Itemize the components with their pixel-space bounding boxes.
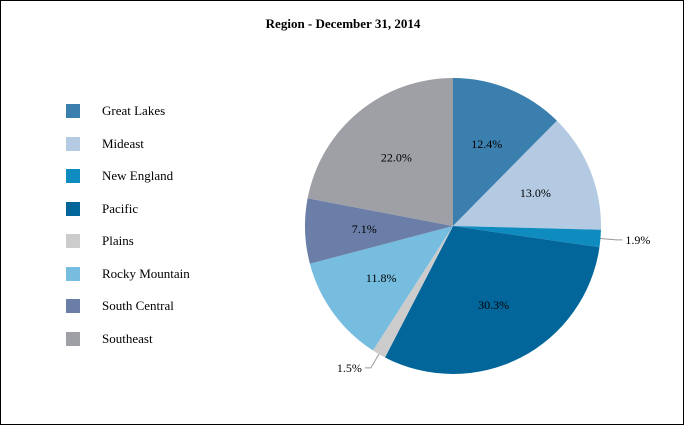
- pie-slice-southeast: [307, 77, 453, 226]
- legend-label-southeast: Southeast: [102, 330, 153, 346]
- legend-label-pacific: Pacific: [102, 200, 139, 216]
- legend-label-great-lakes: Great Lakes: [102, 103, 166, 118]
- chart-title: Region - December 31, 2014: [265, 16, 421, 31]
- legend-label-plains: Plains: [102, 233, 134, 248]
- legend-label-south-central: South Central: [102, 298, 174, 313]
- legend-label-new-england: New England: [102, 168, 174, 183]
- slice-label-southeast: 22.0%: [381, 151, 412, 165]
- slice-label-great-lakes: 12.4%: [471, 137, 502, 151]
- legend-swatch-southeast: [66, 331, 80, 346]
- slice-label-mideast: 13.0%: [520, 186, 551, 200]
- slice-label-plains: 1.5%: [337, 361, 362, 375]
- legend-swatch-south-central: [66, 299, 80, 313]
- pie-slice-mideast: [453, 120, 601, 230]
- pie-slice-great-lakes: [453, 78, 557, 226]
- legend-label-mideast: Mideast: [102, 135, 144, 151]
- slice-label-pacific: 30.3%: [478, 298, 509, 312]
- legend-swatch-pacific: [66, 201, 80, 216]
- slice-label-rocky-mountain: 11.8%: [366, 271, 397, 285]
- slice-label-new-england: 1.9%: [625, 233, 650, 247]
- legend-swatch-great-lakes: [66, 104, 80, 118]
- leader-line-plains: [364, 353, 380, 369]
- pie-slice-rocky-mountain: [309, 226, 453, 351]
- pie-slice-pacific: [384, 226, 600, 374]
- slice-label-south-central: 7.1%: [352, 222, 377, 236]
- legend-swatch-plains: [66, 234, 80, 248]
- pie-slice-plains: [372, 226, 453, 358]
- legend-label-rocky-mountain: Rocky Mountain: [102, 265, 190, 281]
- pie-slice-new-england: [453, 226, 601, 248]
- pie-slice-south-central: [304, 198, 453, 264]
- leader-line-new-england: [600, 238, 623, 241]
- legend-swatch-new-england: [66, 169, 80, 183]
- legend-swatch-rocky-mountain: [66, 266, 80, 281]
- legend-swatch-mideast: [66, 136, 80, 151]
